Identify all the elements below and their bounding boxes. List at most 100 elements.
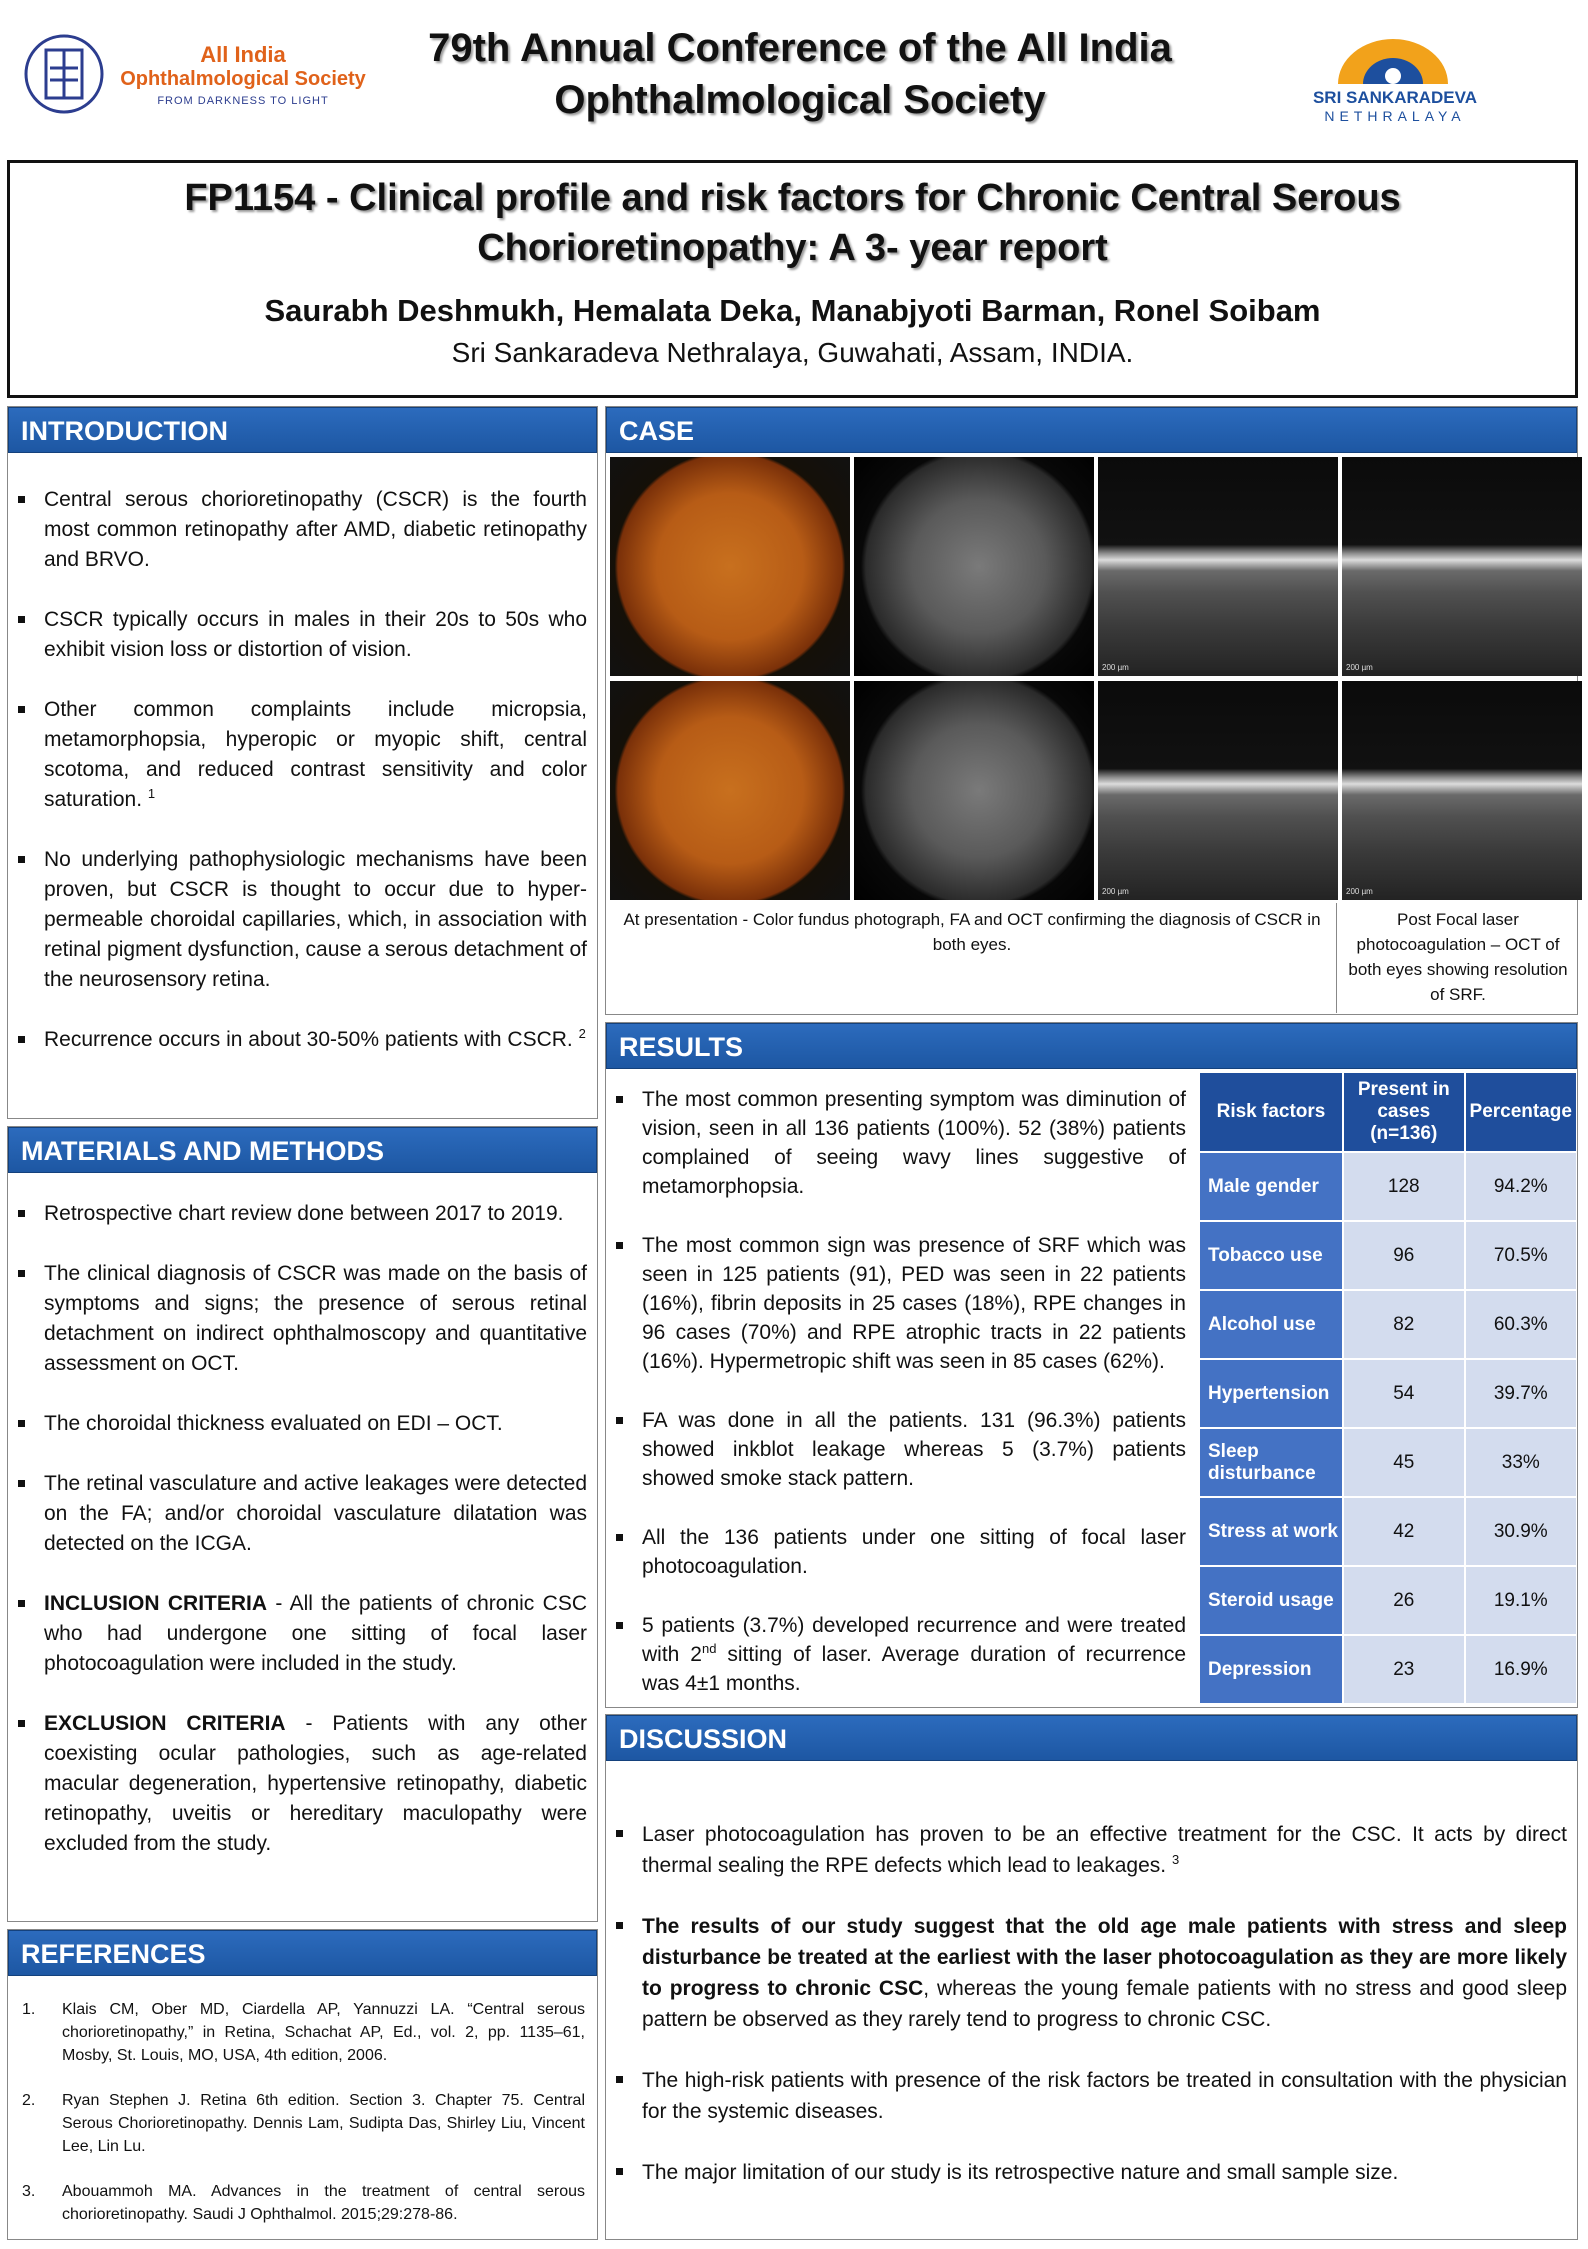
table-cell: 128 bbox=[1344, 1153, 1464, 1220]
table-row: Depression 23 16.9% bbox=[1200, 1636, 1576, 1703]
bullet: Laser photocoagulation has proven to be … bbox=[616, 1819, 1567, 1881]
scale-label: 200 µm bbox=[1102, 663, 1129, 672]
table-cell: 42 bbox=[1344, 1498, 1464, 1565]
case-section: CASE 200 µm 200 µm 200 µm 200 µm At pres… bbox=[605, 406, 1582, 1015]
affiliation: Sri Sankaradeva Nethralaya, Guwahati, As… bbox=[451, 337, 1134, 368]
bullet: The major limitation of our study is its… bbox=[616, 2157, 1567, 2188]
title-box: FP1154 - Clinical profile and risk facto… bbox=[7, 160, 1578, 398]
bullet-text: sitting of laser. Average duration of re… bbox=[642, 1643, 1186, 1695]
table-cell: 94.2% bbox=[1465, 1153, 1576, 1220]
conference-line: 79th Annual Conference of the All India bbox=[428, 26, 1172, 70]
conference-line: Ophthalmological Society bbox=[554, 78, 1046, 122]
ssn-emblem bbox=[1338, 39, 1448, 84]
table-cell: 96 bbox=[1344, 1222, 1464, 1289]
bullet-text: The results of our study suggest that th… bbox=[642, 1915, 1567, 2000]
column-header: Present in cases (n=136) bbox=[1344, 1073, 1464, 1151]
bullet-text: All the 136 patients under one sitting o… bbox=[642, 1526, 1186, 1578]
bullet: INCLUSION CRITERIA - All the patients of… bbox=[18, 1589, 587, 1679]
bullet-list: Central serous chorioretinopathy (CSCR) … bbox=[8, 453, 597, 1055]
ssn-logo: SRI SANKARADEVA NETHRALAYA bbox=[1300, 88, 1490, 124]
table-row: Steroid usage 26 19.1% bbox=[1200, 1567, 1576, 1634]
table-cell: 39.7% bbox=[1465, 1360, 1576, 1427]
bullet: The results of our study suggest that th… bbox=[616, 1911, 1567, 2035]
discussion-section: DISCUSSION Laser photocoagulation has pr… bbox=[605, 1714, 1578, 2240]
bullet-text: Laser photocoagulation has proven to be … bbox=[642, 1823, 1567, 1877]
bullet-text: CSCR typically occurs in males in their … bbox=[44, 608, 587, 661]
oct-image: 200 µm bbox=[1342, 457, 1582, 676]
scale-label: 200 µm bbox=[1346, 887, 1373, 896]
bullet: The choroidal thickness evaluated on EDI… bbox=[18, 1409, 587, 1439]
column-header: Percentage bbox=[1465, 1073, 1576, 1151]
introduction-section: INTRODUCTION Central serous chorioretino… bbox=[7, 406, 598, 1119]
logo-line: All India bbox=[200, 42, 286, 67]
bullet: Retrospective chart review done between … bbox=[18, 1199, 587, 1229]
reference-text: Ryan Stephen J. Retina 6th edition. Sect… bbox=[62, 2092, 585, 2155]
reference: 1. Klais CM, Ober MD, Ciardella AP, Yannu… bbox=[22, 1998, 585, 2067]
reference-number: 3. bbox=[22, 2183, 36, 2200]
methods-section: MATERIALS AND METHODS Retrospective char… bbox=[7, 1126, 598, 1922]
table-cell: 19.1% bbox=[1465, 1567, 1576, 1634]
aios-emblem bbox=[24, 34, 104, 114]
reference-number: 1. bbox=[22, 2001, 36, 2018]
aios-logo: All India Ophthalmological Society FROM … bbox=[118, 42, 368, 107]
reference-text: Abouammoh MA. Advances in the treatment … bbox=[62, 2183, 585, 2223]
logo-sub: NETHRALAYA bbox=[1324, 108, 1466, 124]
bullet-text: The retinal vasculature and active leaka… bbox=[44, 1472, 587, 1555]
scale-label: 200 µm bbox=[1346, 663, 1373, 672]
reference: 2. Ryan Stephen J. Retina 6th edition. Se… bbox=[22, 2089, 585, 2158]
bullet-text: Recurrence occurs in about 30-50% patien… bbox=[44, 1028, 579, 1051]
table-cell: 30.9% bbox=[1465, 1498, 1576, 1565]
table-cell: Hypertension bbox=[1200, 1360, 1342, 1427]
table-row: Tobacco use 96 70.5% bbox=[1200, 1222, 1576, 1289]
bullet-list: Laser photocoagulation has proven to be … bbox=[606, 1761, 1577, 2188]
reference-list: 1. Klais CM, Ober MD, Ciardella AP, Yannu… bbox=[8, 1976, 597, 2226]
oct-image: 200 µm bbox=[1098, 457, 1338, 676]
bullet: 5 patients (3.7%) developed recurrence a… bbox=[616, 1611, 1186, 1698]
reference-text: Klais CM, Ober MD, Ciardella AP, Yannuzz… bbox=[62, 2001, 585, 2064]
references-section: REFERENCES 1. Klais CM, Ober MD, Ciardell… bbox=[7, 1929, 598, 2240]
table-cell: 70.5% bbox=[1465, 1222, 1576, 1289]
section-heading: REFERENCES bbox=[8, 1930, 597, 1976]
table-wrap: Risk factors Present in cases (n=136) Perc… bbox=[1198, 1071, 1578, 1705]
table-row: Male gender 128 94.2% bbox=[1200, 1153, 1576, 1220]
bullet-text: The major limitation of our study is its… bbox=[642, 2161, 1399, 2184]
table-cell: Sleep disturbance bbox=[1200, 1429, 1342, 1496]
bullet: CSCR typically occurs in males in their … bbox=[18, 605, 587, 665]
table-row: Stress at work 42 30.9% bbox=[1200, 1498, 1576, 1565]
table-cell: 54 bbox=[1344, 1360, 1464, 1427]
reference-number: 2. bbox=[22, 2092, 36, 2109]
table-row: Sleep disturbance 45 33% bbox=[1200, 1429, 1576, 1496]
scale-label: 200 µm bbox=[1102, 887, 1129, 896]
logo-name: SRI SANKARADEVA bbox=[1312, 88, 1478, 107]
table-cell: Male gender bbox=[1200, 1153, 1342, 1220]
bullet-text: The clinical diagnosis of CSCR was made … bbox=[44, 1262, 587, 1375]
table-row: Alcohol use 82 60.3% bbox=[1200, 1291, 1576, 1358]
bullet-text: The high-risk patients with presence of … bbox=[642, 2069, 1567, 2123]
bullet: All the 136 patients under one sitting o… bbox=[616, 1523, 1186, 1581]
section-heading: DISCUSSION bbox=[606, 1715, 1577, 1761]
table-cell: 33% bbox=[1465, 1429, 1576, 1496]
table-cell: Depression bbox=[1200, 1636, 1342, 1703]
bullet: Central serous chorioretinopathy (CSCR) … bbox=[18, 485, 587, 575]
caption: Post Focal laser photocoagulation – OCT … bbox=[1348, 910, 1568, 1004]
results-section: RESULTS The most common presenting sympt… bbox=[605, 1022, 1578, 1708]
bullet: The clinical diagnosis of CSCR was made … bbox=[18, 1259, 587, 1379]
bullet-list: Retrospective chart review done between … bbox=[8, 1173, 597, 1859]
bullet: The high-risk patients with presence of … bbox=[616, 2065, 1567, 2127]
table-cell: Alcohol use bbox=[1200, 1291, 1342, 1358]
section-heading: RESULTS bbox=[606, 1023, 1577, 1069]
bullet-text: 1 bbox=[147, 786, 156, 801]
poster-title: FP1154 - Clinical profile and risk facto… bbox=[184, 177, 1401, 269]
bullet: No underlying pathophysiologic mechanism… bbox=[18, 845, 587, 995]
table-row: Hypertension 54 39.7% bbox=[1200, 1360, 1576, 1427]
table-cell: Stress at work bbox=[1200, 1498, 1342, 1565]
bullet-text: The most common presenting symptom was d… bbox=[642, 1088, 1186, 1198]
fundus-photo bbox=[610, 457, 850, 676]
bullet: Recurrence occurs in about 30-50% patien… bbox=[18, 1025, 587, 1055]
column-header: Risk factors bbox=[1200, 1073, 1342, 1151]
section-heading: INTRODUCTION bbox=[8, 407, 597, 453]
caption-divider bbox=[1336, 903, 1337, 1013]
bullet: The most common presenting symptom was d… bbox=[616, 1085, 1186, 1201]
